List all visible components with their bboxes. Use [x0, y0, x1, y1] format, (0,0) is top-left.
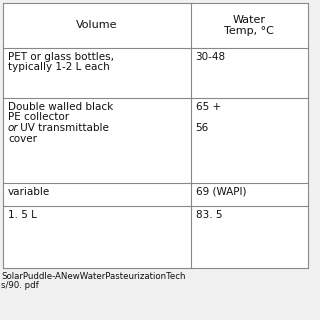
Text: 83. 5: 83. 5	[196, 210, 222, 220]
Text: 30-48: 30-48	[196, 52, 226, 62]
Text: Double walled black: Double walled black	[8, 102, 113, 112]
Text: cover: cover	[8, 133, 37, 143]
Text: UV transmittable: UV transmittable	[17, 123, 109, 133]
Text: SolarPuddle-ANewWaterPasteurizationTech: SolarPuddle-ANewWaterPasteurizationTech	[1, 272, 186, 281]
Text: variable: variable	[8, 187, 50, 197]
Text: PE collector: PE collector	[8, 113, 69, 123]
Text: s/90. pdf: s/90. pdf	[1, 281, 39, 290]
Text: 65 +: 65 +	[196, 102, 221, 112]
Text: 56: 56	[196, 123, 209, 133]
Text: typically 1-2 L each: typically 1-2 L each	[8, 62, 110, 73]
Text: 69 (WAPI): 69 (WAPI)	[196, 187, 246, 197]
Bar	[3, 3, 308, 268]
Text: Volume: Volume	[76, 20, 117, 30]
Text: or: or	[8, 123, 19, 133]
Text: Water
Temp, °C: Water Temp, °C	[224, 15, 274, 36]
Text: 1. 5 L: 1. 5 L	[8, 210, 37, 220]
Text: PET or glass bottles,: PET or glass bottles,	[8, 52, 114, 62]
